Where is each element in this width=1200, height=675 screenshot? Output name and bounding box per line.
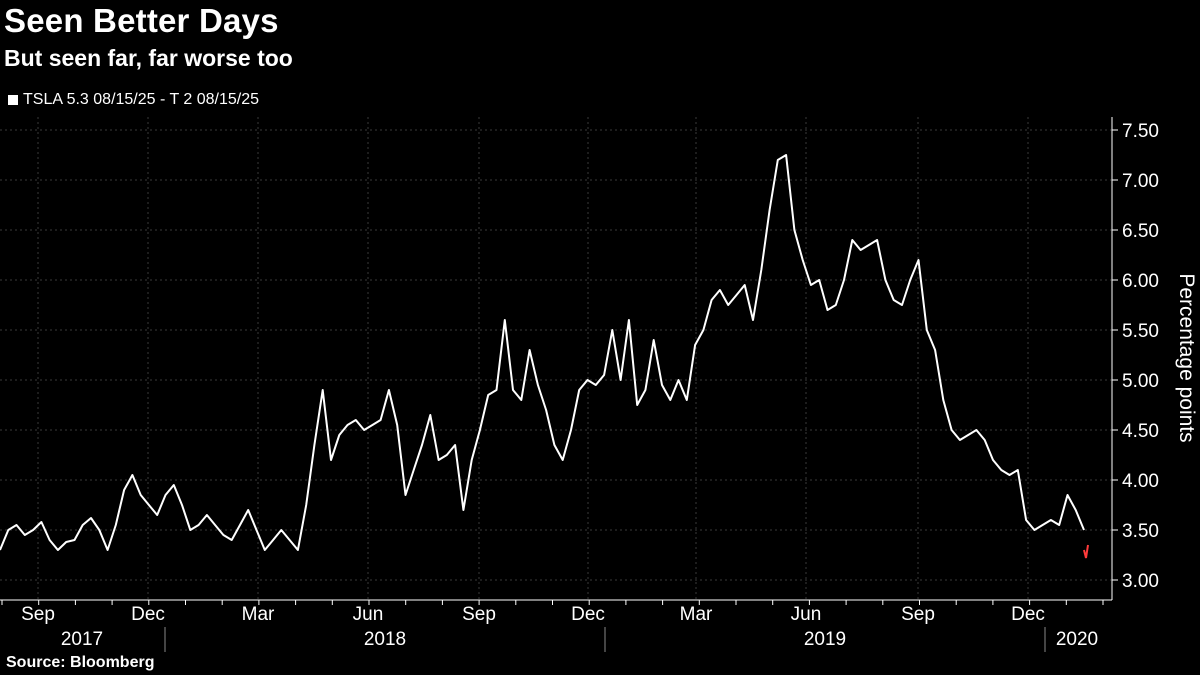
- x-month-label: Mar: [242, 604, 275, 625]
- legend-swatch: [8, 95, 18, 105]
- y-tick-label: 5.50: [1122, 321, 1159, 342]
- x-month-label: Sep: [901, 604, 935, 625]
- x-month-label: Jun: [353, 604, 384, 625]
- y-tick-label: 3.00: [1122, 571, 1159, 592]
- y-tick-label: 7.50: [1122, 121, 1159, 142]
- legend: TSLA 5.3 08/15/25 - T 2 08/15/25: [8, 91, 259, 109]
- legend-label: TSLA 5.3 08/15/25 - T 2 08/15/25: [23, 91, 260, 108]
- chart-title: Seen Better Days: [4, 2, 279, 39]
- x-month-label: Jun: [791, 604, 822, 625]
- series-last-segment: [1083, 544, 1089, 559]
- y-tick-label: 4.00: [1122, 471, 1159, 492]
- y-tick-label: 6.50: [1122, 221, 1159, 242]
- y-tick-label: 7.00: [1122, 171, 1159, 192]
- x-year-label: 2020: [1056, 629, 1098, 650]
- x-month-label: Dec: [1011, 604, 1045, 625]
- y-axis-title: Percentage points: [1175, 273, 1198, 442]
- source-note: Source: Bloomberg: [6, 654, 155, 671]
- x-year-label: 2018: [364, 629, 406, 650]
- x-month-label: Dec: [571, 604, 605, 625]
- series-line: [0, 154, 1085, 551]
- x-month-label: Mar: [680, 604, 713, 625]
- chart-subtitle: But seen far, far worse too: [4, 45, 293, 71]
- x-month-label: Sep: [21, 604, 55, 625]
- x-month-label: Sep: [462, 604, 496, 625]
- y-tick-label: 4.50: [1122, 421, 1159, 442]
- y-tick-label: 5.00: [1122, 371, 1159, 392]
- x-year-label: 2017: [61, 629, 103, 650]
- y-tick-label: 3.50: [1122, 521, 1159, 542]
- y-tick-label: 6.00: [1122, 271, 1159, 292]
- x-month-label: Dec: [131, 604, 165, 625]
- x-year-label: 2019: [804, 629, 846, 650]
